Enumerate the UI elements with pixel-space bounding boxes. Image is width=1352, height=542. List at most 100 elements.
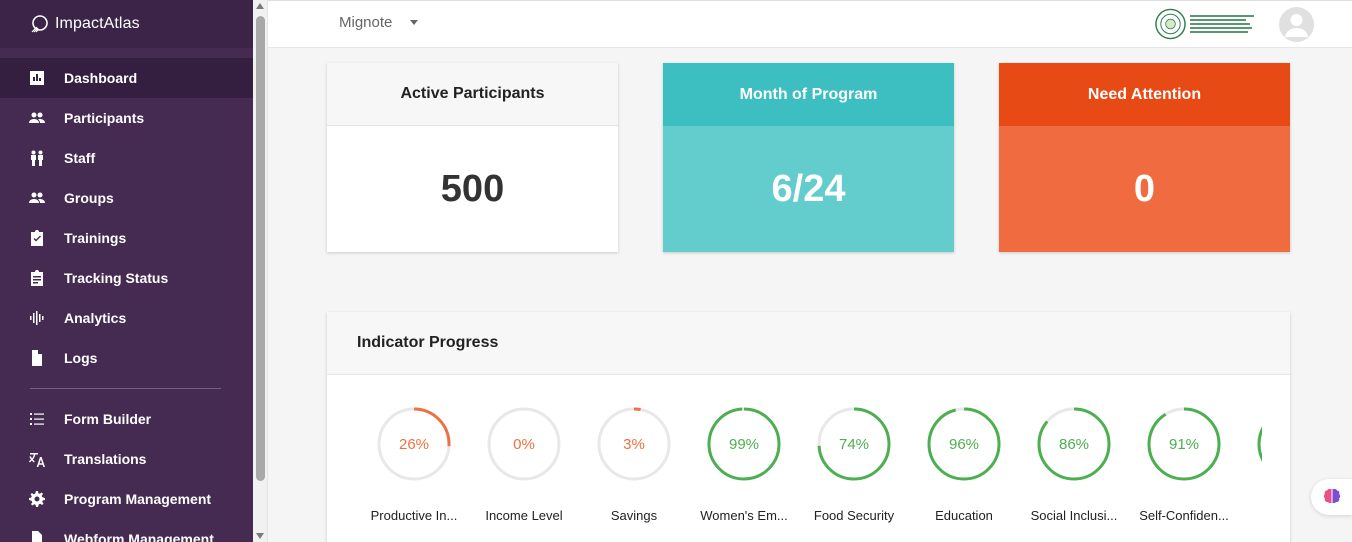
indicator-item[interactable] — [1239, 405, 1262, 508]
document-icon — [28, 530, 46, 542]
organization-name: Mignote — [339, 14, 393, 31]
scroll-up-arrow-icon[interactable] — [256, 3, 264, 9]
indicator-item[interactable]: 0% Income Level — [469, 405, 579, 523]
progress-ring: 74% — [815, 405, 893, 483]
brain-icon — [1323, 488, 1340, 504]
progress-ring — [1255, 405, 1262, 483]
sidebar-item-translations[interactable]: Translations — [0, 439, 253, 479]
indicator-item[interactable]: 3% Savings — [579, 405, 689, 523]
translate-icon — [28, 450, 46, 468]
people-icon — [28, 109, 46, 127]
bar-chart-icon — [28, 69, 46, 87]
list-icon — [28, 410, 46, 428]
sidebar-item-label: Trainings — [64, 230, 127, 246]
sidebar-item-label: Tracking Status — [64, 270, 169, 286]
progress-ring: 99% — [705, 405, 783, 483]
groups-icon — [28, 189, 46, 207]
sidebar-item-label: Analytics — [64, 310, 127, 326]
indicator-percent — [1255, 405, 1262, 483]
indicator-item[interactable]: 86% Social Inclusi... — [1019, 405, 1129, 523]
stat-card-value: 0 — [999, 126, 1290, 252]
document-icon — [28, 349, 46, 367]
sidebar-item-form-builder[interactable]: Form Builder — [0, 399, 253, 439]
sidebar-item-logs[interactable]: Logs — [0, 338, 253, 378]
progress-ring: 86% — [1035, 405, 1113, 483]
stat-card-title: Month of Program — [663, 63, 954, 126]
sidebar-item-trainings[interactable]: Trainings — [0, 218, 253, 258]
sidebar-item-label: Staff — [64, 150, 96, 166]
sidebar-item-analytics[interactable]: Analytics — [0, 298, 253, 338]
indicator-item[interactable]: 99% Women's Em... — [689, 405, 799, 523]
sidebar-item-label: Program Management — [64, 491, 212, 507]
user-avatar-icon[interactable] — [1279, 7, 1314, 42]
progress-ring: 91% — [1145, 405, 1223, 483]
sidebar-scrollbar[interactable] — [253, 0, 268, 542]
indicator-percent: 86% — [1058, 435, 1090, 453]
indicator-label: Income Level — [485, 508, 563, 523]
sidebar-item-participants[interactable]: Participants — [0, 98, 253, 138]
progress-ring: 96% — [925, 405, 1003, 483]
scroll-down-arrow-icon[interactable] — [256, 533, 264, 539]
sidebar-item-label: Participants — [64, 110, 145, 126]
indicator-label: Women's Em... — [700, 508, 788, 523]
need-attention-card: Need Attention 0 — [999, 63, 1290, 252]
sidebar-item-label: Translations — [64, 451, 147, 467]
sidebar-nav: Dashboard Participants Staff Groups Trai… — [0, 48, 253, 542]
stat-card-title: Active Participants — [327, 63, 618, 126]
sidebar-item-staff[interactable]: Staff — [0, 138, 253, 178]
indicator-label: Education — [935, 508, 993, 523]
indicator-label: Social Inclusi... — [1030, 508, 1118, 523]
impactatlas-logo-icon — [31, 15, 48, 33]
indicator-label: Self-Confiden... — [1139, 508, 1229, 523]
indicator-item[interactable]: 96% Education — [909, 405, 1019, 523]
sidebar-divider — [30, 388, 221, 389]
indicator-label: Productive In... — [370, 508, 458, 523]
brand[interactable]: ImpactAtlas — [0, 0, 253, 48]
sidebar-item-webform-management[interactable]: Webform Management — [0, 519, 253, 542]
indicator-item[interactable]: 91% Self-Confiden... — [1129, 405, 1239, 523]
stat-card-title: Need Attention — [999, 63, 1290, 126]
indicator-percent: 99% — [728, 435, 760, 453]
sidebar-item-label: Webform Management — [64, 531, 214, 542]
active-participants-card: Active Participants 500 — [327, 63, 618, 252]
gear-icon — [28, 490, 46, 508]
clipboard-check-icon — [28, 229, 46, 247]
indicator-percent: 26% — [398, 435, 430, 453]
sidebar-item-label: Form Builder — [64, 411, 152, 427]
sidebar-item-program-management[interactable]: Program Management — [0, 479, 253, 519]
indicator-percent: 91% — [1168, 435, 1200, 453]
sidebar-item-label: Logs — [64, 350, 98, 366]
app-name: ImpactAtlas — [55, 15, 140, 32]
staff-icon — [28, 149, 46, 167]
progress-ring: 0% — [485, 405, 563, 483]
sidebar-item-tracking-status[interactable]: Tracking Status — [0, 258, 253, 298]
top-bar: Mignote — [268, 0, 1352, 48]
indicator-list[interactable]: 26% Productive In... 0% Income Level 3% Savin… — [327, 375, 1262, 542]
indicator-percent: 74% — [838, 435, 870, 453]
panel-title: Indicator Progress — [327, 312, 1290, 375]
sidebar-item-groups[interactable]: Groups — [0, 178, 253, 218]
month-of-program-card: Month of Program 6/24 — [663, 63, 954, 252]
sidebar-item-label: Dashboard — [64, 70, 138, 86]
scrollbar-thumb[interactable] — [256, 16, 265, 481]
indicator-progress-panel: Indicator Progress 26% Productive In... 0%… — [327, 312, 1290, 542]
clipboard-list-icon — [28, 269, 46, 287]
organization-seal-icon — [1154, 6, 1254, 42]
indicator-percent: 96% — [948, 435, 980, 453]
sidebar-item-dashboard[interactable]: Dashboard — [0, 58, 253, 98]
indicator-percent: 3% — [623, 435, 645, 453]
indicator-item[interactable]: 26% Productive In... — [359, 405, 469, 523]
waveform-icon — [28, 309, 46, 327]
indicator-percent: 0% — [513, 435, 535, 453]
stat-card-value: 6/24 — [663, 126, 954, 252]
sidebar: ImpactAtlas Dashboard Participants Staff… — [0, 0, 253, 542]
chevron-down-icon — [410, 20, 419, 25]
organization-select[interactable]: Mignote — [339, 14, 419, 31]
sidebar-item-label: Groups — [64, 190, 114, 206]
indicator-label: Food Security — [813, 508, 895, 523]
indicator-item[interactable]: 74% Food Security — [799, 405, 909, 523]
progress-ring: 26% — [375, 405, 453, 483]
ai-assistant-button[interactable] — [1311, 479, 1352, 515]
progress-ring: 3% — [595, 405, 673, 483]
indicator-label: Savings — [610, 508, 658, 523]
